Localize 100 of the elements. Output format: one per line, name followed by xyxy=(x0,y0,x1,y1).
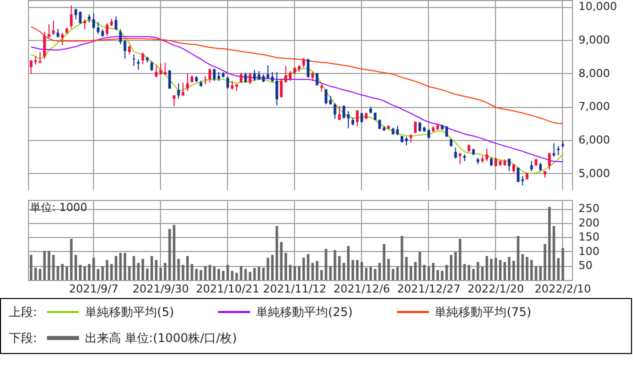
bar xyxy=(253,268,256,280)
x-tick-label: 2021/12/6 xyxy=(334,282,390,296)
candlestick xyxy=(248,72,252,85)
candlestick xyxy=(316,72,318,86)
bar xyxy=(276,226,278,280)
bar xyxy=(450,254,452,280)
bar xyxy=(557,258,560,280)
bar xyxy=(334,250,336,280)
bar xyxy=(516,236,520,280)
bar xyxy=(92,258,95,280)
y-tick-label: 250 xyxy=(578,202,600,216)
bar xyxy=(552,226,556,280)
y-tick-label: 100 xyxy=(578,244,600,258)
candlestick xyxy=(356,110,359,126)
bar xyxy=(508,256,510,280)
candlestick xyxy=(548,152,551,170)
bar xyxy=(30,254,32,280)
legend-label: 単純移動平均(25) xyxy=(256,304,353,320)
candlestick xyxy=(414,120,417,134)
bar xyxy=(190,264,194,280)
bar xyxy=(521,254,524,280)
bar xyxy=(124,252,126,280)
bar xyxy=(324,248,328,280)
bar xyxy=(204,266,207,280)
bar xyxy=(79,264,82,280)
bar xyxy=(83,266,86,280)
bar xyxy=(360,262,364,280)
bar xyxy=(463,264,466,280)
bar xyxy=(164,262,166,280)
y-tick-label: 9,000 xyxy=(578,34,610,46)
bar xyxy=(539,266,542,280)
bar xyxy=(128,266,131,280)
bar xyxy=(432,262,434,280)
candlestick xyxy=(557,146,560,156)
bar xyxy=(142,258,144,280)
line-series xyxy=(30,26,564,124)
bar xyxy=(88,264,90,280)
legend-title: 下段: xyxy=(9,330,38,346)
bar xyxy=(280,242,283,280)
bar xyxy=(293,266,296,280)
bar xyxy=(114,256,118,280)
bar xyxy=(96,268,100,280)
candlestick xyxy=(284,66,288,84)
bar xyxy=(34,268,37,280)
candlestick xyxy=(114,16,118,30)
bar xyxy=(374,268,376,280)
bar xyxy=(200,270,202,280)
y-tick-label: 6,000 xyxy=(578,134,610,146)
bar xyxy=(284,252,288,280)
candlestick xyxy=(96,22,100,34)
bar xyxy=(405,256,408,280)
y-tick-label: 8,000 xyxy=(578,66,610,80)
candlestick xyxy=(418,122,422,132)
y-tick-label: 5,000 xyxy=(578,166,610,180)
bar xyxy=(159,268,162,280)
bar xyxy=(218,268,220,280)
y-tick-label: 200 xyxy=(578,216,600,230)
candlestick xyxy=(427,128,430,140)
bar xyxy=(440,270,444,280)
bar xyxy=(226,264,229,280)
candlestick xyxy=(347,110,350,129)
bar xyxy=(544,244,546,280)
x-tick-label: 2021/10/21 xyxy=(196,282,260,296)
candlestick xyxy=(186,72,189,92)
bar xyxy=(306,254,310,280)
bar xyxy=(235,272,238,280)
bar xyxy=(222,270,224,280)
candlestick xyxy=(164,62,166,76)
annotation: 単位: 1000 xyxy=(30,201,88,214)
candlestick xyxy=(280,78,283,98)
bar xyxy=(230,270,234,280)
bar xyxy=(494,258,498,280)
x-tick-label: 2021/9/7 xyxy=(68,282,118,296)
candlestick xyxy=(78,10,82,24)
candlestick xyxy=(226,76,230,90)
bar xyxy=(352,260,354,280)
bar xyxy=(414,262,417,280)
bar xyxy=(369,266,372,280)
candlestick xyxy=(154,66,158,78)
bar xyxy=(534,266,538,280)
legend-title: 上段: xyxy=(9,304,38,320)
bar xyxy=(454,252,457,280)
candlestick xyxy=(508,158,511,172)
bar xyxy=(382,244,386,280)
bar xyxy=(137,262,140,280)
x-tick-label: 2021/9/30 xyxy=(132,282,189,296)
bar xyxy=(106,260,108,280)
y-tick-label: 10,000 xyxy=(578,0,617,14)
bar xyxy=(378,262,381,280)
bar xyxy=(410,266,412,280)
y-tick-label: 50 xyxy=(578,259,592,272)
candlestick xyxy=(74,8,78,20)
x-tick-label: 2022/1/20 xyxy=(468,282,524,296)
bar xyxy=(195,268,198,280)
bar xyxy=(66,266,68,280)
bar xyxy=(356,260,359,280)
bar xyxy=(132,256,136,280)
bar xyxy=(208,264,212,280)
bar xyxy=(481,266,484,280)
bar xyxy=(43,250,46,280)
